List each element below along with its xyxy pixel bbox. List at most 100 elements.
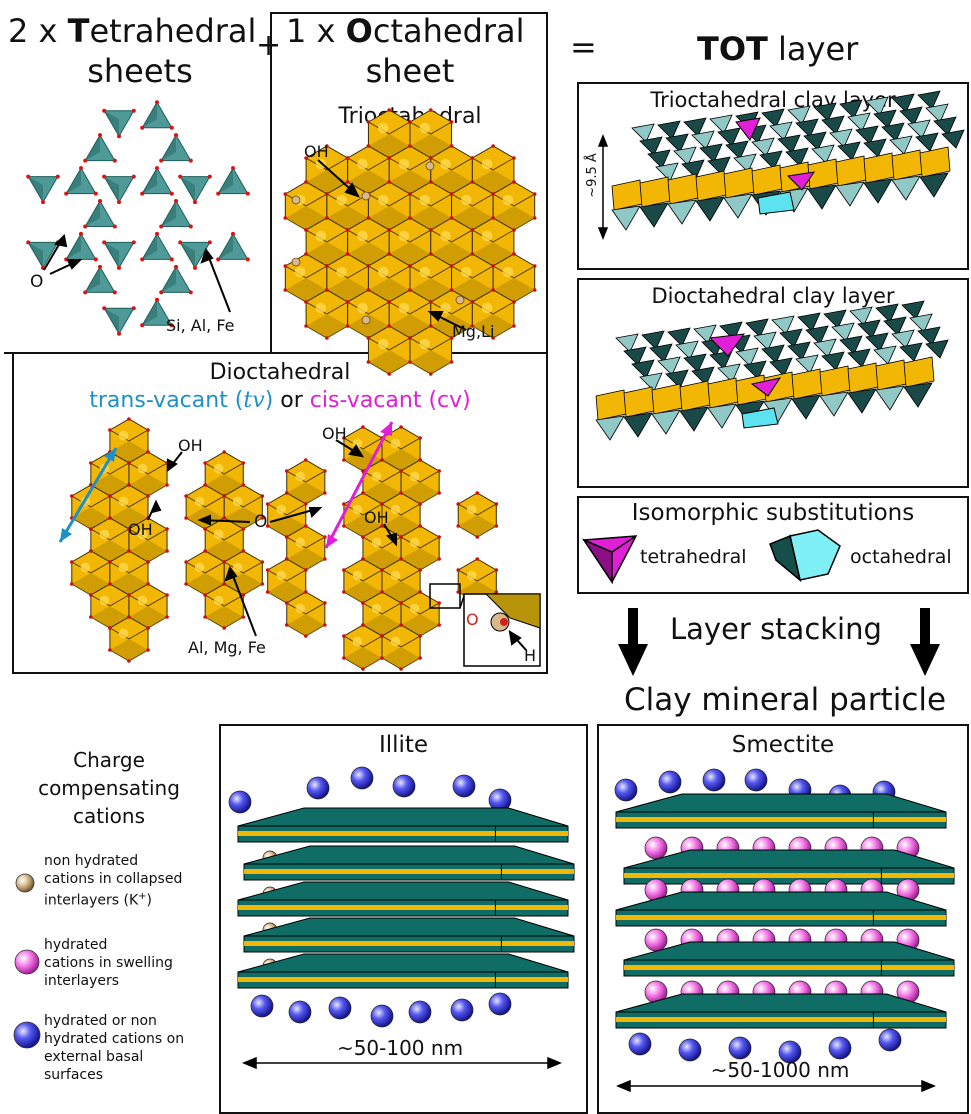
oxygen-dot (303, 524, 308, 528)
oxygen-dot (140, 323, 145, 328)
tetrahedron-shade (180, 242, 195, 268)
oxygen-dot (146, 582, 150, 586)
oxygen-dot (207, 174, 212, 179)
oxygen-dot (174, 199, 178, 203)
top-tetrahedron (891, 329, 915, 349)
dioctahedral-layer-model (595, 300, 949, 441)
oxygen-dot (241, 483, 246, 487)
legend-2-l3: interlayers (44, 973, 120, 989)
legend-blue-sphere (13, 1021, 41, 1049)
top-tetrahedron (691, 130, 715, 150)
oxygen-dot (408, 336, 412, 340)
top-tetrahedron (691, 366, 715, 386)
octahedron-edge (147, 462, 168, 475)
layer-stacking-label: Layer stacking (670, 612, 882, 646)
cation-sphere (744, 768, 768, 792)
dioctahedral-subtitle: trans-vacant (tv) or cis-vacant (cv) (30, 388, 530, 413)
oxygen-dot (112, 158, 117, 163)
oxygen-dot (165, 549, 169, 553)
top-tetrahedron (941, 129, 965, 149)
octahedron-highlight (440, 230, 451, 242)
cation-sphere (370, 1004, 394, 1028)
octahedron-highlight (315, 230, 327, 242)
top-tetrahedron (779, 328, 803, 348)
tetrahedron (179, 241, 211, 269)
octahedron-highlight (352, 570, 363, 581)
octahedron-edge (326, 301, 348, 315)
oxygen-dot (265, 524, 270, 528)
octahedron-edge (109, 462, 130, 475)
oxygen-dot (283, 288, 288, 292)
oxygen-dot (380, 524, 384, 528)
octahedron-edge (430, 121, 452, 135)
octahedron-edge (326, 157, 348, 171)
oxygen-dot (146, 560, 150, 564)
tet-label-o: O (30, 272, 44, 292)
top-tetrahedron (771, 315, 795, 335)
top-tetrahedron (699, 143, 723, 163)
oxygen-dot (89, 461, 93, 465)
oxygen-dot (428, 156, 433, 160)
oxygen-dot (303, 502, 308, 506)
oxygen-dot (203, 593, 207, 597)
oxygen-dot (387, 324, 392, 328)
octahedron-highlight (336, 194, 347, 206)
octahedron-edge (109, 528, 130, 541)
oxygen-dot (361, 601, 365, 605)
tetrahedron (141, 101, 173, 129)
legend-1-l3: interlayers (K+) (44, 888, 182, 910)
octahedron-edge (389, 265, 411, 279)
oxygen-dot (325, 216, 329, 220)
tetrahedron (217, 167, 249, 195)
octahedron-edge (368, 157, 390, 171)
top-tetrahedron (889, 135, 913, 155)
legend-1-l3-text: interlayers (K (44, 892, 139, 909)
substitution-tetrahedron (750, 377, 782, 397)
octahedron-edge (472, 193, 494, 207)
top-tetrahedron (657, 356, 681, 376)
oxygen-dot (323, 623, 327, 627)
oxygen-dot (325, 144, 329, 148)
tetrahedron-shade (28, 176, 43, 203)
cation-sphere (778, 1040, 802, 1064)
oxygen-dot (241, 549, 246, 553)
cation-sphere (828, 1036, 852, 1060)
octahedron-edge (409, 229, 431, 243)
oxygen-dot (323, 491, 327, 495)
tetrahedron (103, 307, 135, 335)
legend-title-2: compensating (38, 776, 180, 800)
oxygen-dot (342, 458, 346, 462)
oxygen-dot (418, 590, 422, 594)
oxygen-dot (387, 108, 392, 112)
oxygen-dot (127, 417, 131, 421)
oct-prefix: 1 x (286, 12, 346, 50)
oxygen-dot (169, 257, 174, 262)
octahedron-highlight (99, 529, 110, 540)
oxygen-dot (456, 590, 461, 594)
top-tetrahedron (839, 335, 863, 355)
oxygen-dot (222, 626, 227, 630)
tetrahedron-shade (66, 168, 81, 194)
octahedron-highlight (419, 266, 431, 278)
oxygen-dot (361, 425, 365, 429)
tot-layer-title: TOT layer (697, 30, 858, 68)
oxygen-dot (165, 483, 169, 487)
octahedron-edge (451, 229, 473, 243)
octahedron-edge (492, 157, 515, 171)
oxygen-dot (159, 224, 164, 229)
oxygen-dot (79, 231, 83, 236)
bottom-tetrahedron (695, 196, 725, 222)
octahedron-highlight (194, 562, 205, 573)
clay-particle-label: Clay mineral particle (623, 682, 947, 718)
oxygen-dot (437, 535, 441, 539)
octahedron-shade (109, 639, 148, 661)
oxygen-dot (93, 191, 98, 196)
oxygen-dot (532, 288, 537, 292)
top-tetrahedron (631, 359, 655, 379)
oxygen-dot (241, 527, 246, 531)
oxygen-dot (342, 634, 346, 638)
oxygen-dot (304, 156, 308, 160)
octahedron-highlight (118, 496, 129, 507)
